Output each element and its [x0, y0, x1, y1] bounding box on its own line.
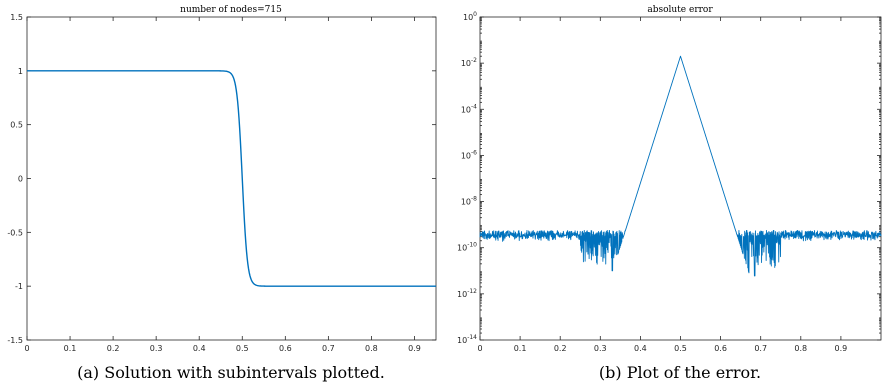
solution-y-tick-label: 1 — [18, 67, 23, 76]
solution-y-tick-label: -1 — [15, 282, 23, 291]
solution-x-tick-label: 0.5 — [236, 344, 249, 353]
solution-x-tick-label: 0 — [24, 344, 29, 353]
error-x-tick-label: 0.9 — [835, 344, 848, 353]
error-chart-caption: (b) Plot of the error. — [599, 363, 761, 382]
error-x-tick-label: 0.3 — [594, 344, 607, 353]
error-x-tick-label: 0.6 — [714, 344, 727, 353]
solution-x-tick-label: 0.6 — [279, 344, 292, 353]
error-x-tick-label: 0.5 — [674, 344, 687, 353]
solution-plot-box — [26, 16, 437, 341]
error-x-tick-label: 0 — [477, 344, 482, 353]
solution-x-tick-label: 0.4 — [193, 344, 206, 353]
error-x-tick-label: 0.4 — [634, 344, 647, 353]
error-y-tick-label: 10-10 — [457, 242, 477, 253]
solution-chart: number of nodes=715 0 0.1 0.2 0.3 0.4 0.5 0.6 0… — [7, 5, 437, 382]
error-plot-box — [479, 16, 882, 341]
solution-x-tick-label: 0.3 — [150, 344, 163, 353]
solution-x-tick-label: 0.9 — [408, 344, 421, 353]
error-series-line — [479, 55, 882, 277]
solution-y-tick-label: -0.5 — [7, 228, 23, 237]
solution-y-tick-label: -1.5 — [7, 336, 23, 345]
solution-axis-ticks: 0 0.1 0.2 0.3 0.4 0.5 0.6 0.7 0.8 0.9 -1.5 -1 -0.5 0 0… — [7, 13, 436, 353]
solution-chart-caption: (a) Solution with subintervals plotted. — [77, 363, 385, 382]
error-y-tick-label: 100 — [463, 11, 477, 22]
solution-y-tick-label: 0 — [18, 175, 23, 184]
error-y-tick-label: 10-4 — [461, 103, 477, 114]
error-chart-title: absolute error — [647, 5, 713, 15]
solution-x-tick-label: 0.8 — [365, 344, 378, 353]
error-x-tick-label: 0.7 — [754, 344, 767, 353]
solution-series-line — [26, 70, 437, 287]
solution-y-tick-label: 1.5 — [10, 13, 23, 22]
error-y-tick-label: 10-2 — [461, 57, 477, 68]
solution-x-tick-label: 0.1 — [64, 344, 77, 353]
solution-x-tick-label: 0.2 — [107, 344, 120, 353]
error-y-tick-label: 10-12 — [457, 288, 477, 299]
solution-x-tick-label: 0.7 — [322, 344, 335, 353]
error-x-tick-label: 0.2 — [554, 344, 567, 353]
error-chart: absolute error 0 0.1 0.2 0.3 0.4 0.5 0.6 0.7 0.8… — [457, 5, 882, 382]
error-y-tick-label: 10-8 — [461, 196, 477, 207]
error-axis-ticks: 0 0.1 0.2 0.3 0.4 0.5 0.6 0.7 0.8 0.9 100 10-2 10-4 1… — [457, 11, 881, 353]
error-x-tick-label: 0.1 — [514, 344, 527, 353]
solution-y-tick-label: 0.5 — [10, 121, 23, 130]
error-y-tick-label: 10-6 — [461, 149, 477, 160]
error-y-tick-label: 10-14 — [457, 334, 477, 345]
solution-chart-title: number of nodes=715 — [180, 5, 282, 15]
error-x-tick-label: 0.8 — [794, 344, 807, 353]
